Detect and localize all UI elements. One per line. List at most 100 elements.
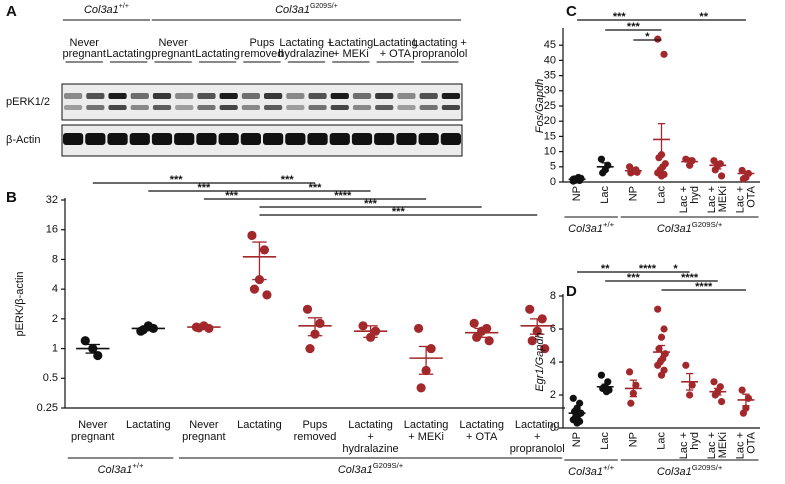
y-tick-label: 6 [550,323,556,335]
data-point [738,166,746,175]
x-tick-label: Lac [599,432,611,450]
y-tick-label: 8 [550,290,556,302]
allele: +/+ [603,220,615,229]
significance-label: ** [699,11,708,23]
blot-band [85,133,106,145]
blot-band [330,105,349,110]
blot-band [440,133,461,145]
data-point [573,419,581,427]
y-tick-label: 16 [46,224,58,236]
blot-band [441,93,460,99]
x-tick-label: + [534,431,540,443]
blot-band [219,93,238,99]
data-point [262,290,272,300]
data-point [525,304,535,314]
blot-band [352,93,372,99]
y-tick-label: 40 [544,54,556,66]
blot-band [129,133,150,145]
lane-label: Lactating [195,48,240,60]
genotype-label: Col3a1G209S/+ [275,3,338,16]
x-tick-label: Pups [302,419,328,431]
x-tick-label: Lac + [678,432,690,459]
y-tick-label: 0.25 [37,402,58,414]
blot-band [264,105,283,110]
blot-band [107,133,128,145]
y-axis-label: Egr1/Gapdh [534,332,546,391]
lane-label: Lactating + [279,37,333,49]
data-point [711,166,719,174]
blot-band [175,105,194,110]
x-tick-label: Lac + [734,186,746,213]
genotype-label: Col3a1G209S/+ [657,220,723,235]
x-tick-label: + MEKi [408,431,444,443]
blot-band [219,105,238,110]
gene: Col3a1 [275,4,310,16]
data-point [627,399,635,407]
blot-band [374,133,395,145]
lane-label: Lactating [373,37,418,49]
x-tick-label: hyd [689,432,701,450]
x-tick-label: Lactating [237,419,282,431]
data-point [259,245,270,255]
lane-label: + MEKi [333,48,369,60]
panel-letter: D [566,283,577,300]
data-point [414,323,424,334]
significance-label: *** [281,174,295,186]
lane-label: pregnant [63,48,106,60]
blot-band [308,105,327,110]
blot-row-label: β-Actin [6,134,40,146]
significance-label: *** [613,11,627,23]
x-tick-label: Lactating [459,419,504,431]
x-tick-label: + [367,431,373,443]
lane-label: pregnant [151,48,194,60]
x-tick-label: Never [189,419,219,431]
data-point [717,398,726,406]
blot-band [418,133,439,145]
significance-label: **** [695,281,713,293]
blot-band [351,133,373,145]
x-tick-label: Lac + [678,186,690,213]
data-point [657,371,666,379]
x-tick-label: Lac + [706,432,718,459]
blot-band [151,133,173,145]
lane-label: propranolol [412,48,467,60]
data-point [527,336,537,346]
blot-band [397,93,416,99]
x-tick-label: MEKi [717,186,729,212]
blot-band [285,133,306,145]
x-tick-label: Lac [655,186,667,204]
data-point [469,318,479,328]
gene: Col3a1 [338,464,373,476]
gene: Col3a1 [657,223,692,235]
y-tick-label: 0 [550,176,556,188]
gene: Col3a1 [568,466,603,478]
x-tick-label: Lac [599,186,611,204]
blot-band [130,93,149,99]
y-tick-label: 5 [550,161,556,173]
data-point [569,394,577,402]
blot-band [64,105,83,110]
data-point [625,368,634,376]
significance-label: *** [392,206,406,218]
blot-band [375,93,394,99]
blot-band [352,105,372,110]
blot-actin [61,124,463,157]
x-tick-label: Lac + [734,432,746,459]
blot-band [263,133,284,145]
lane-label: hydralazine [278,48,334,60]
data-point [80,336,90,346]
significance-label: *** [364,198,378,210]
x-tick-label: hyd [689,186,701,204]
blot-band [174,133,195,145]
genotype-label: Col3a1G209S/+ [657,463,723,478]
significance-label: *** [225,190,239,202]
data-point [632,381,640,389]
blot-band [86,105,105,110]
x-tick-label: OTA [745,185,757,207]
panel-letter: C [566,3,577,20]
blot-band [86,93,105,99]
x-tick-label: NP [627,432,639,447]
y-tick-label: 1 [52,342,58,354]
y-tick-label: 2 [550,389,556,401]
